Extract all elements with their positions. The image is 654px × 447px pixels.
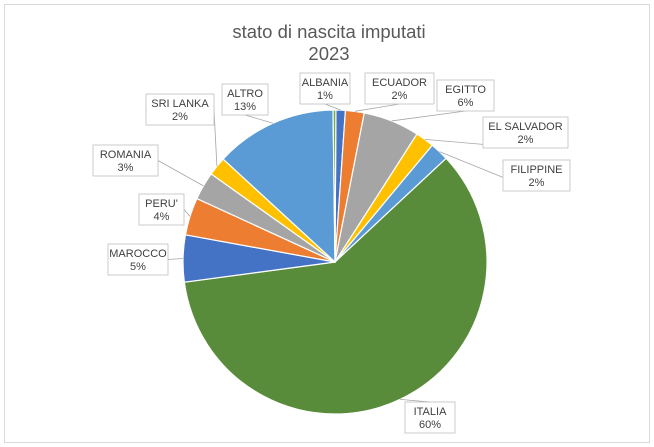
- data-label-box: [436, 79, 495, 112]
- data-label-box: [138, 193, 185, 226]
- slice-label: ITALIA: [414, 406, 447, 418]
- slice-label: EL SALVADOR: [488, 121, 562, 133]
- leader-line: [399, 399, 431, 403]
- leader-line: [213, 109, 218, 167]
- data-label-box: [502, 159, 571, 192]
- slice-label: ECUADOR: [372, 77, 427, 89]
- slice-label: ROMANIA: [100, 149, 152, 161]
- chart-subtitle: 2023: [308, 43, 349, 64]
- slice-label: MAROCCO: [109, 248, 167, 260]
- data-label-box: [92, 144, 159, 177]
- slice-percentage: 2%: [392, 90, 408, 102]
- slice-percentage: 4%: [154, 211, 170, 223]
- chart-title: stato di nascita imputati: [232, 21, 425, 42]
- slice-percentage: 60%: [419, 419, 441, 431]
- slice-label: FILIPPINE: [511, 164, 563, 176]
- slice-label: PERU': [145, 198, 178, 210]
- pie-slice-minor: [332, 109, 337, 263]
- pie-slice-italia: [183, 157, 488, 415]
- slice-percentage: 13%: [234, 101, 256, 113]
- leader-line: [183, 209, 191, 217]
- leader-line: [391, 110, 466, 122]
- leader-line: [324, 103, 341, 111]
- slice-percentage: 2%: [518, 134, 534, 146]
- leader-line: [354, 103, 400, 112]
- leader-line: [167, 258, 184, 260]
- slice-percentage: 1%: [317, 90, 333, 102]
- data-label-box: [364, 72, 435, 105]
- pie-slice-altro: [222, 109, 336, 264]
- slice-percentage: 6%: [458, 97, 474, 109]
- leader-line: [157, 160, 204, 187]
- data-label-box: [221, 83, 269, 116]
- slice-label: ALBANIA: [302, 77, 349, 89]
- leader-line: [244, 114, 274, 124]
- data-label-box: [404, 401, 456, 434]
- data-label-box: [299, 72, 351, 105]
- slice-percentage: 2%: [529, 177, 545, 189]
- data-label-box: [145, 93, 215, 126]
- data-label-box: [482, 116, 569, 149]
- slice-percentage: 2%: [172, 111, 188, 123]
- slice-label: SRI LANKA: [151, 98, 209, 110]
- data-label-box: [107, 243, 169, 276]
- slice-label: EGITTO: [445, 84, 486, 96]
- slice-label: ALTRO: [227, 88, 263, 100]
- slice-percentage: 5%: [130, 261, 146, 273]
- slice-percentage: 3%: [118, 162, 134, 174]
